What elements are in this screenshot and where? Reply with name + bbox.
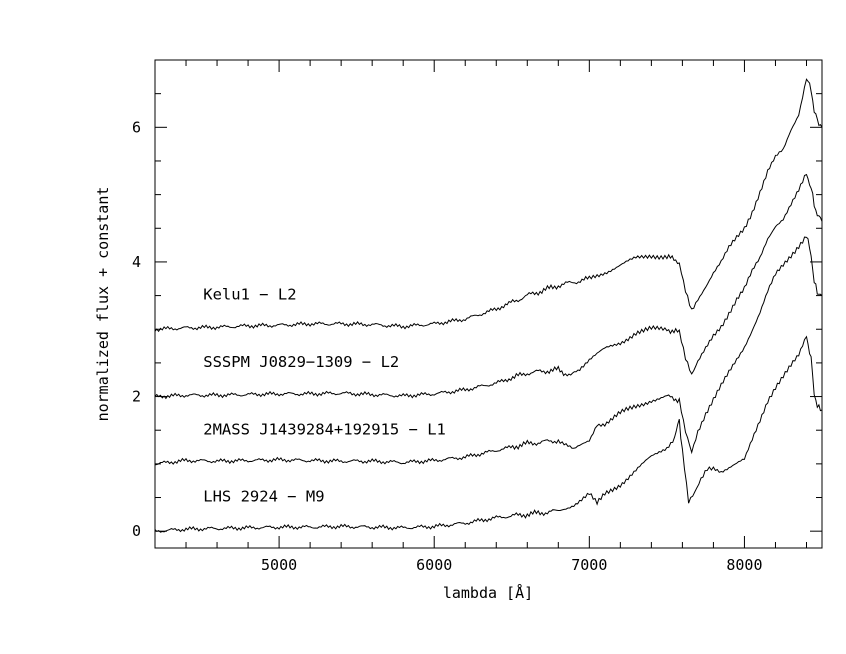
y-tick-label: 4 — [132, 253, 141, 271]
axis-tick-labels: 5000 6000 7000 8000 0 2 4 6 — [132, 118, 763, 574]
y-tick-label: 0 — [132, 522, 141, 540]
x-axis-label: lambda [Å] — [443, 583, 533, 602]
x-tick-label: 7000 — [571, 556, 607, 574]
spectrum-label: SSSPM J0829−1309 − L2 — [203, 353, 399, 371]
spectrum-labels: Kelu1 − L2 SSSPM J0829−1309 − L2 2MASS J14… — [203, 286, 446, 506]
x-tick-label: 8000 — [726, 556, 762, 574]
y-tick-label: 6 — [132, 118, 141, 136]
spectrum-line — [154, 173, 823, 400]
y-axis-label: normalized flux + constant — [94, 187, 112, 422]
spectrum-label: LHS 2924 − M9 — [203, 488, 324, 506]
spectrum-lines — [154, 78, 823, 533]
x-tick-label: 5000 — [261, 556, 297, 574]
y-tick-label: 2 — [132, 388, 141, 406]
x-tick-label: 6000 — [416, 556, 452, 574]
axis-ticks — [154, 60, 822, 548]
spectrum-line — [154, 236, 823, 466]
plot-frame — [154, 59, 823, 549]
spectrum-line — [154, 78, 823, 333]
spectrum-line — [154, 335, 823, 533]
spectrum-label: Kelu1 − L2 — [203, 286, 296, 304]
spectrum-label: 2MASS J1439284+192915 − L1 — [203, 420, 446, 438]
